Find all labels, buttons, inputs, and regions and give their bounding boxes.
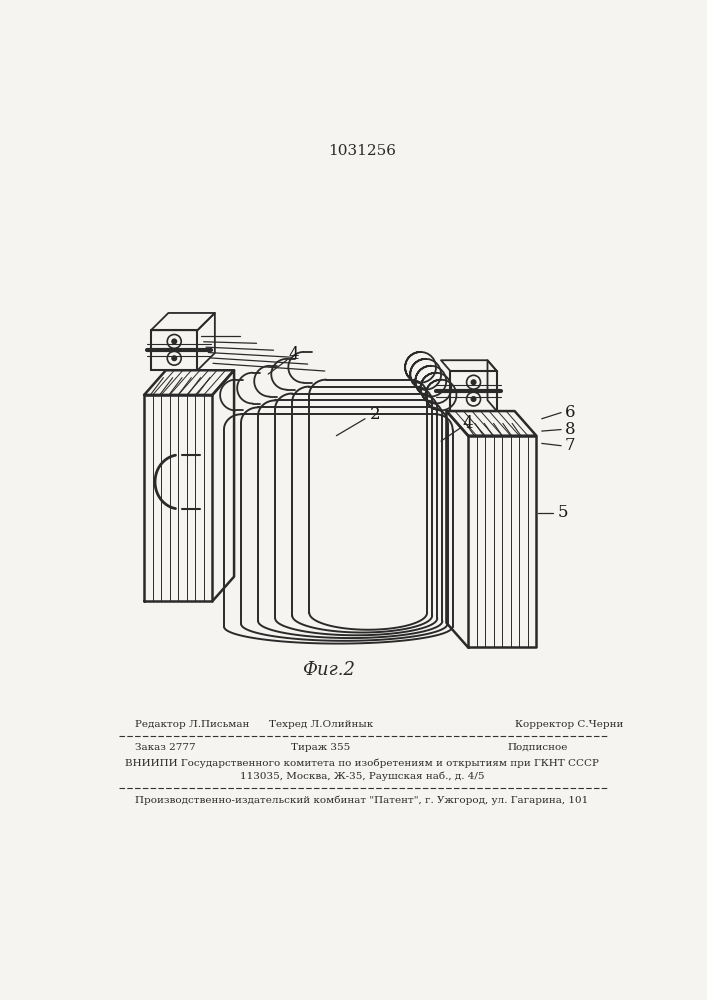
Text: Подписное: Подписное [508,743,568,752]
Text: 8: 8 [565,421,575,438]
Text: Тираж 355: Тираж 355 [291,743,351,752]
Text: Редактор Л.Письман: Редактор Л.Письман [135,720,250,729]
Circle shape [172,339,177,344]
Circle shape [472,397,476,401]
Text: Техред Л.Олийнык: Техред Л.Олийнык [269,720,373,729]
Text: 7: 7 [565,437,575,454]
Text: 1031256: 1031256 [328,144,396,158]
Text: Фиг.2: Фиг.2 [302,661,355,679]
Text: Производственно-издательский комбинат "Патент", г. Ужгород, ул. Гагарина, 101: Производственно-издательский комбинат "П… [135,796,588,805]
Text: 5: 5 [557,504,568,521]
Text: 113035, Москва, Ж-35, Раушская наб., д. 4/5: 113035, Москва, Ж-35, Раушская наб., д. … [240,771,484,781]
Text: Корректор С.Черни: Корректор С.Черни [515,720,623,729]
Text: ВНИИПИ Государственного комитета по изобретениям и открытиям при ГКНТ СССР: ВНИИПИ Государственного комитета по изоб… [125,758,599,768]
Text: 4: 4 [288,346,299,363]
Text: 2: 2 [370,406,380,423]
Circle shape [472,380,476,385]
Text: 6: 6 [565,404,575,421]
Circle shape [172,356,177,361]
Text: Заказ 2777: Заказ 2777 [135,743,196,752]
Text: 4: 4 [463,415,474,432]
